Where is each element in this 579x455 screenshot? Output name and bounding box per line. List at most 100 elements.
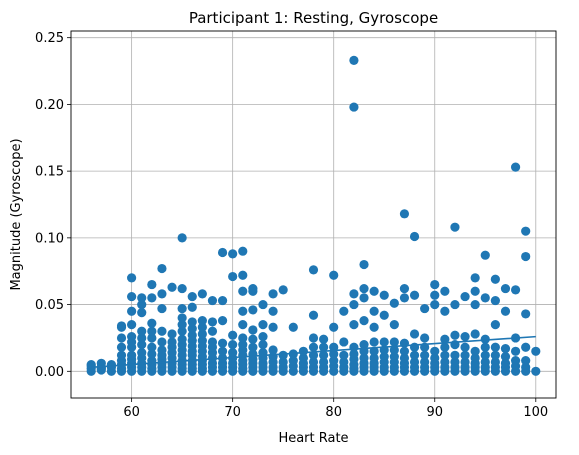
data-point bbox=[480, 334, 490, 344]
data-point bbox=[197, 289, 207, 299]
data-point bbox=[217, 315, 228, 326]
data-point bbox=[238, 306, 248, 316]
data-point bbox=[430, 290, 440, 300]
data-point bbox=[369, 353, 379, 363]
data-point bbox=[460, 291, 470, 302]
data-point bbox=[298, 353, 308, 363]
data-point bbox=[440, 286, 450, 296]
data-point bbox=[500, 358, 511, 368]
data-point bbox=[207, 295, 218, 306]
data-point bbox=[440, 342, 450, 352]
data-point bbox=[450, 299, 460, 310]
data-point bbox=[359, 315, 369, 326]
data-point bbox=[450, 330, 460, 340]
data-point bbox=[157, 337, 167, 347]
data-point bbox=[116, 321, 127, 331]
data-point bbox=[399, 346, 410, 356]
data-point bbox=[288, 356, 298, 366]
data-point bbox=[157, 345, 167, 355]
data-point bbox=[531, 366, 541, 376]
data-point bbox=[258, 340, 268, 350]
data-point bbox=[470, 329, 480, 339]
data-point bbox=[430, 353, 440, 363]
data-point bbox=[500, 352, 511, 362]
data-point bbox=[521, 362, 531, 372]
data-point bbox=[349, 349, 359, 359]
data-point bbox=[147, 318, 157, 328]
data-point bbox=[349, 102, 359, 112]
data-point bbox=[308, 265, 319, 275]
y-tick-label: 0.20 bbox=[35, 98, 64, 113]
data-point bbox=[177, 303, 187, 314]
data-point bbox=[228, 340, 238, 350]
data-point bbox=[510, 285, 521, 295]
data-point bbox=[409, 231, 420, 242]
data-point bbox=[409, 329, 420, 339]
trend-line bbox=[91, 335, 536, 369]
data-point bbox=[147, 349, 157, 359]
x-axis-ticks: 60 70 80 90 100 bbox=[123, 398, 548, 420]
data-point bbox=[329, 322, 339, 332]
data-point bbox=[248, 305, 258, 315]
data-point bbox=[116, 342, 127, 352]
data-point bbox=[389, 352, 399, 362]
data-point bbox=[329, 342, 339, 352]
data-point bbox=[268, 322, 278, 332]
data-point bbox=[197, 336, 207, 346]
data-point bbox=[349, 299, 359, 310]
data-point bbox=[278, 285, 288, 295]
data-point bbox=[531, 346, 541, 356]
data-point bbox=[339, 357, 349, 367]
data-point bbox=[329, 349, 339, 359]
data-point bbox=[197, 322, 207, 332]
data-point bbox=[521, 309, 531, 319]
data-point bbox=[359, 340, 369, 350]
data-point bbox=[308, 333, 319, 343]
data-point bbox=[298, 346, 308, 356]
data-point bbox=[116, 333, 127, 343]
data-point bbox=[167, 337, 177, 347]
data-point bbox=[319, 334, 329, 344]
data-point bbox=[207, 326, 218, 336]
data-point bbox=[137, 340, 147, 350]
data-point bbox=[349, 289, 359, 299]
data-point bbox=[228, 249, 238, 259]
data-point bbox=[359, 293, 369, 303]
data-point bbox=[500, 306, 511, 316]
data-point bbox=[521, 251, 531, 262]
data-point bbox=[147, 342, 157, 352]
data-point bbox=[177, 320, 187, 330]
data-point bbox=[339, 350, 349, 360]
data-points bbox=[86, 55, 541, 376]
data-point bbox=[157, 326, 167, 336]
data-point bbox=[379, 290, 389, 300]
data-point bbox=[157, 263, 167, 274]
data-point bbox=[339, 337, 349, 347]
y-tick-label: 0.00 bbox=[35, 365, 64, 380]
y-tick-label: 0.15 bbox=[35, 165, 64, 180]
data-point bbox=[268, 289, 278, 299]
chart-title: Participant 1: Resting, Gyroscope bbox=[189, 9, 438, 27]
data-point bbox=[96, 364, 106, 374]
data-point bbox=[480, 350, 490, 360]
data-point bbox=[157, 303, 167, 314]
data-point bbox=[187, 291, 197, 302]
data-point bbox=[430, 299, 440, 310]
x-axis-label: Heart Rate bbox=[278, 431, 348, 446]
data-point bbox=[167, 329, 177, 339]
plot-frame bbox=[70, 30, 557, 399]
data-point bbox=[490, 357, 500, 367]
data-point bbox=[450, 222, 460, 232]
data-point bbox=[460, 350, 470, 360]
data-point bbox=[470, 286, 480, 296]
data-point bbox=[500, 283, 511, 294]
data-point bbox=[157, 289, 167, 299]
data-point bbox=[470, 353, 480, 363]
data-point bbox=[207, 317, 218, 327]
data-point bbox=[470, 273, 480, 283]
x-tick-label: 60 bbox=[123, 405, 140, 420]
data-point bbox=[460, 332, 470, 342]
data-point bbox=[359, 259, 369, 270]
data-point bbox=[389, 345, 399, 355]
data-point bbox=[217, 346, 228, 356]
